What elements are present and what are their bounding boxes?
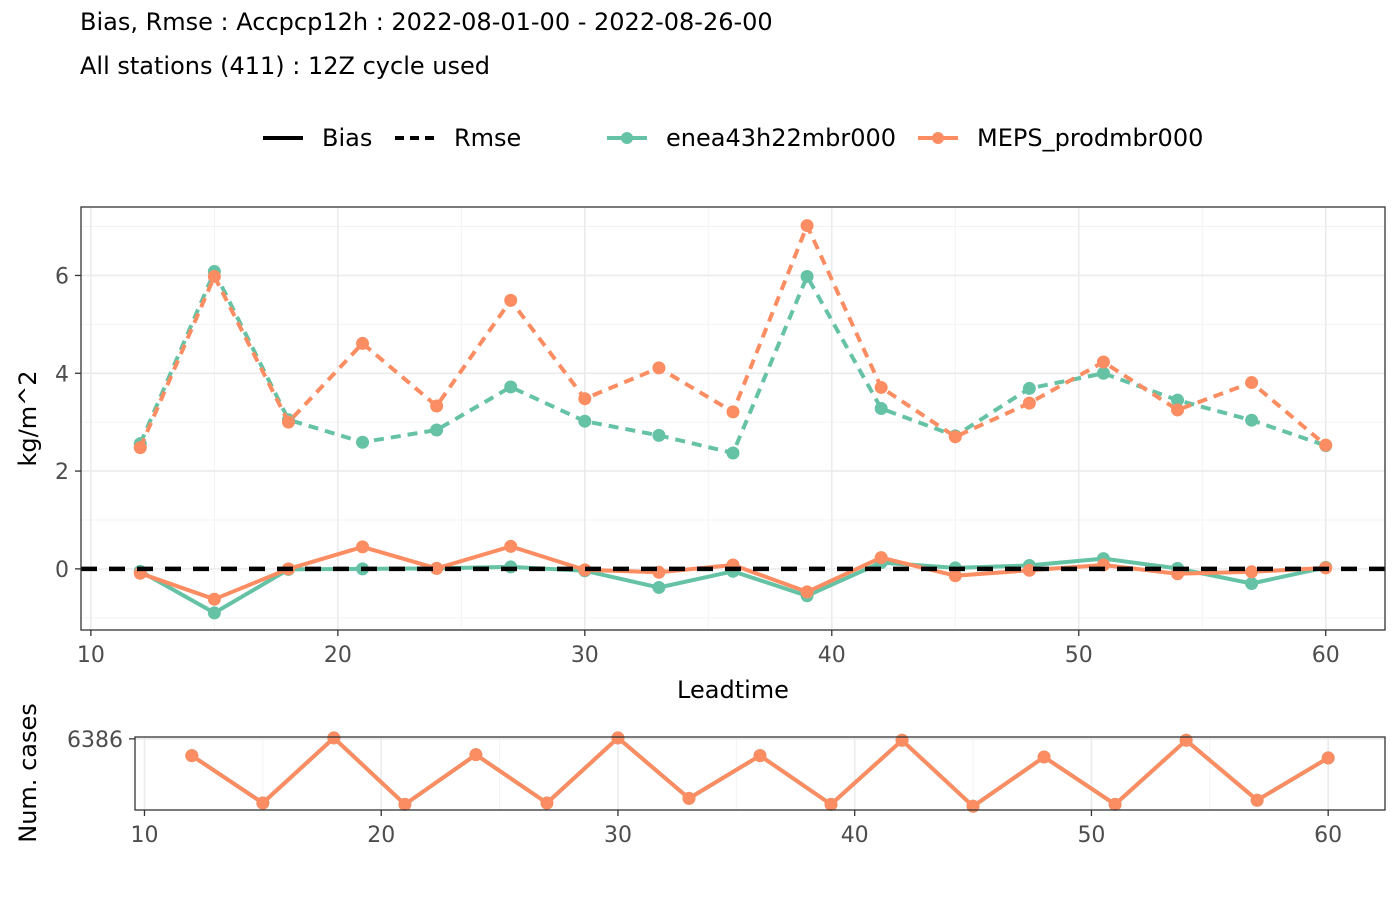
data-point [948, 569, 962, 583]
data-point [874, 380, 888, 394]
data-point [895, 733, 909, 747]
x-tick-label: 10 [77, 643, 105, 668]
y-tick-label: 0 [55, 558, 69, 583]
legend-label-enea: enea43h22mbr000 [666, 124, 896, 152]
data-point [1245, 565, 1259, 579]
legend-label-rmse: Rmse [454, 124, 521, 152]
data-point [966, 799, 980, 813]
data-point [504, 293, 518, 307]
data-point [207, 592, 221, 606]
data-point [1022, 381, 1036, 395]
data-point [874, 401, 888, 415]
data-point [652, 361, 666, 375]
data-point [611, 731, 625, 745]
data-point [356, 540, 370, 554]
data-point [1171, 393, 1185, 407]
data-point [1245, 376, 1259, 390]
data-point [207, 606, 221, 620]
data-point [281, 415, 295, 429]
cases-panel: 10 20 30 40 50 60 6386 Num. cases [14, 703, 1386, 848]
x-axis-title: Leadtime [677, 676, 789, 704]
data-point [1096, 366, 1110, 380]
data-point [1245, 577, 1259, 591]
data-point [1022, 396, 1036, 410]
data-point [652, 580, 666, 594]
data-point [1096, 355, 1110, 369]
legend-label-meps: MEPS_prodmbr000 [977, 124, 1203, 152]
data-point [1108, 797, 1122, 811]
data-point [1250, 793, 1264, 807]
x-tick-label: 40 [841, 823, 869, 848]
panel-border [80, 206, 1386, 631]
data-point [578, 414, 592, 428]
x-tick-label: 50 [1065, 643, 1093, 668]
y-axis-title-cases: Num. cases [14, 703, 42, 842]
x-tick-label: 40 [818, 643, 846, 668]
data-point [578, 563, 592, 577]
data-point [327, 731, 341, 745]
data-point [469, 748, 483, 762]
y-tick-label: 6 [55, 264, 69, 289]
y-tick-label: 6386 [67, 728, 123, 753]
data-point [578, 392, 592, 406]
data-point [726, 446, 740, 460]
data-point [1179, 733, 1193, 747]
data-point [948, 430, 962, 444]
panel-border [134, 736, 1386, 811]
x-tick-label: 20 [367, 823, 395, 848]
main-panel: 10 20 30 40 50 60 0 2 4 6 Leadtime kg/m^2 [14, 206, 1386, 704]
data-point [726, 405, 740, 419]
data-point [1022, 563, 1036, 577]
series-line [138, 269, 1327, 455]
data-point [133, 441, 147, 455]
data-point [1171, 403, 1185, 417]
x-tick-label: 60 [1312, 643, 1340, 668]
series-line [190, 735, 1330, 809]
series-line [190, 735, 1330, 809]
legend-marker-enea [621, 132, 633, 144]
data-point [504, 380, 518, 394]
data-point [356, 336, 370, 350]
x-tick-label: 10 [130, 823, 158, 848]
data-point [800, 585, 814, 599]
legend-marker-meps [932, 132, 944, 144]
y-axis-title: kg/m^2 [14, 371, 42, 467]
data-point [800, 269, 814, 283]
data-point [652, 428, 666, 442]
x-tick-label: 30 [604, 823, 632, 848]
chart-title: Bias, Rmse : Accpcp12h : 2022-08-01-00 -… [80, 8, 773, 36]
data-point [1245, 413, 1259, 427]
data-point [1321, 751, 1335, 765]
x-tick-label: 30 [571, 643, 599, 668]
data-point [356, 435, 370, 449]
legend: Bias Rmse enea43h22mbr000 MEPS_prodmbr000 [263, 124, 1203, 152]
data-point [430, 423, 444, 437]
data-point [207, 269, 221, 283]
data-point [753, 749, 767, 763]
data-point [540, 796, 554, 810]
legend-label-bias: Bias [322, 124, 372, 152]
data-point [1319, 438, 1333, 452]
data-point [430, 561, 444, 575]
y-tick-label: 2 [55, 460, 69, 485]
y-tick-label: 4 [55, 362, 69, 387]
x-tick-label: 60 [1314, 823, 1342, 848]
data-point [1037, 750, 1051, 764]
data-point [256, 796, 270, 810]
data-point [874, 551, 888, 565]
data-point [185, 749, 199, 763]
data-point [504, 539, 518, 553]
data-point [824, 797, 838, 811]
data-point [398, 797, 412, 811]
x-tick-label: 20 [324, 643, 352, 668]
data-point [430, 399, 444, 413]
data-point [800, 219, 814, 233]
x-tick-label: 50 [1077, 823, 1105, 848]
data-point [682, 791, 696, 805]
chart-subtitle: All stations (411) : 12Z cycle used [80, 52, 490, 80]
